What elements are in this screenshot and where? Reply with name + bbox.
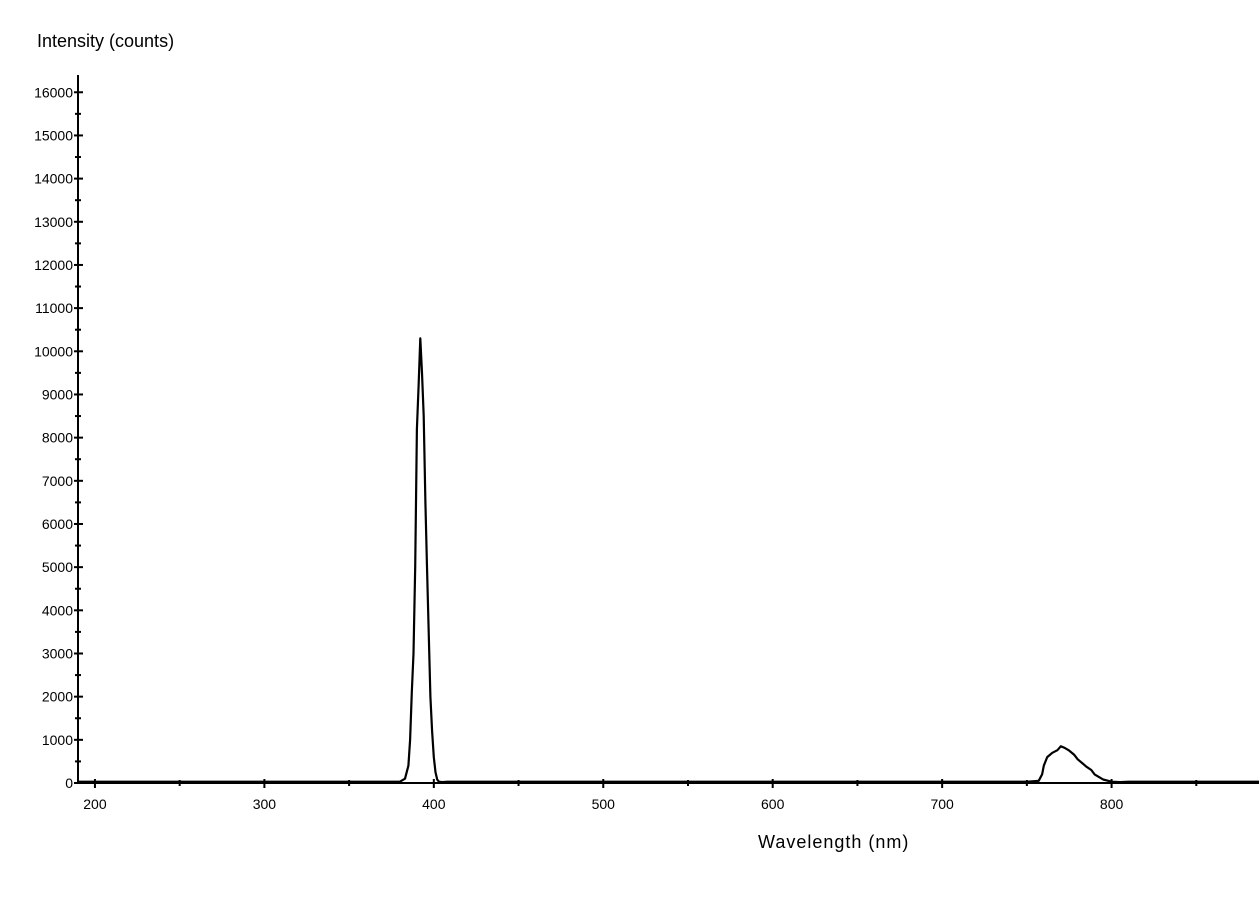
y-tick-label: 15000 bbox=[34, 127, 73, 143]
x-tick-label: 700 bbox=[930, 796, 954, 812]
y-tick-label: 0 bbox=[65, 775, 73, 791]
y-tick-label: 7000 bbox=[42, 473, 73, 489]
spectrum-line bbox=[78, 337, 1259, 784]
x-tick-label: 300 bbox=[253, 796, 277, 812]
y-ticks: 0 1000 2000 3000 4000 5000 6000 7000 8000 9000 100… bbox=[34, 84, 83, 791]
y-tick-label: 6000 bbox=[42, 516, 73, 532]
y-tick-label: 8000 bbox=[42, 430, 73, 446]
x-tick-label: 600 bbox=[761, 796, 785, 812]
y-minor-ticks bbox=[75, 112, 81, 763]
y-axis-label: Intensity (counts) bbox=[37, 31, 175, 51]
y-tick-label: 1000 bbox=[42, 732, 73, 748]
x-tick-label: 200 bbox=[83, 796, 107, 812]
x-axis-label: Wavelength (nm) bbox=[758, 832, 910, 852]
y-tick-label: 12000 bbox=[34, 257, 73, 273]
y-tick-label: 16000 bbox=[34, 84, 73, 100]
x-ticks: 200 300 400 500 600 700 800 bbox=[83, 779, 1123, 812]
y-tick-label: 10000 bbox=[34, 343, 73, 359]
y-tick-label: 3000 bbox=[42, 645, 73, 661]
y-tick-label: 14000 bbox=[34, 171, 73, 187]
x-tick-label: 800 bbox=[1100, 796, 1124, 812]
y-tick-label: 9000 bbox=[42, 386, 73, 402]
x-tick-label: 400 bbox=[422, 796, 446, 812]
y-tick-label: 4000 bbox=[42, 602, 73, 618]
y-tick-label: 5000 bbox=[42, 559, 73, 575]
x-tick-label: 500 bbox=[592, 796, 616, 812]
y-tick-label: 2000 bbox=[42, 689, 73, 705]
y-tick-label: 13000 bbox=[34, 214, 73, 230]
y-tick-label: 11000 bbox=[35, 300, 73, 316]
